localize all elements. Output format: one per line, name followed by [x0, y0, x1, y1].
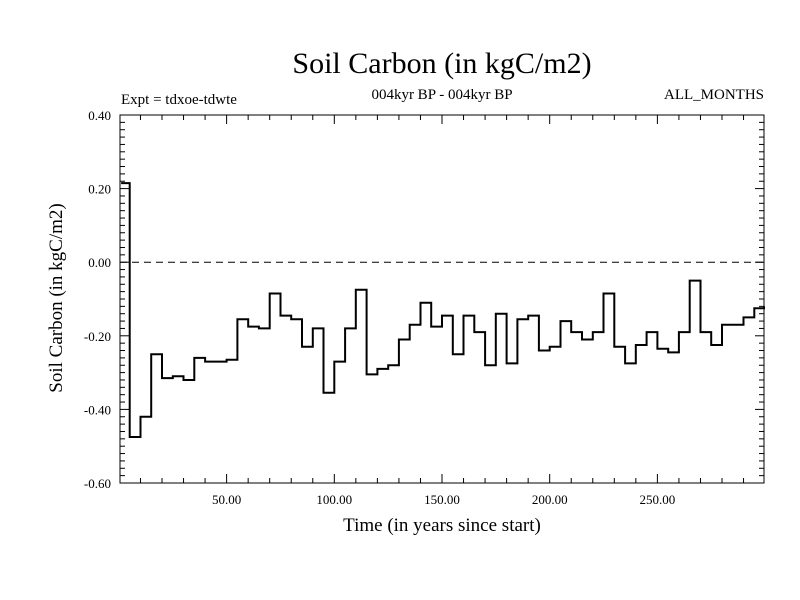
chart-subtitle: 004kyr BP - 004kyr BP [371, 87, 512, 103]
x-tick-label: 250.00 [640, 492, 676, 507]
x-axis-label: Time (in years since start) [343, 515, 541, 536]
x-tick-label: 100.00 [316, 492, 352, 507]
months-label: ALL_MONTHS [664, 87, 764, 103]
y-tick-label: -0.60 [84, 476, 111, 491]
y-tick-label: -0.40 [84, 402, 111, 417]
soil-carbon-series-line [121, 182, 765, 438]
y-tick-label: 0.20 [88, 182, 111, 197]
x-tick-label: 200.00 [532, 492, 568, 507]
y-tick-label: 0.40 [88, 108, 111, 123]
plot-frame [119, 114, 765, 484]
x-tick-label: 50.00 [212, 492, 241, 507]
axis-ticks [120, 114, 764, 484]
x-tick-label: 150.00 [424, 492, 460, 507]
axis-tick-labels: 50.00 100.00 150.00 200.00 250.00 -0.60 -0.40 -… [84, 108, 675, 507]
y-axis-label: Soil Carbon (in kgC/m2) [46, 203, 67, 392]
y-tick-label: 0.00 [88, 255, 111, 270]
experiment-label: Expt = tdxoe-tdwte [121, 92, 237, 108]
chart-title: Soil Carbon (in kgC/m2) [292, 47, 591, 80]
y-tick-label: -0.20 [84, 329, 111, 344]
